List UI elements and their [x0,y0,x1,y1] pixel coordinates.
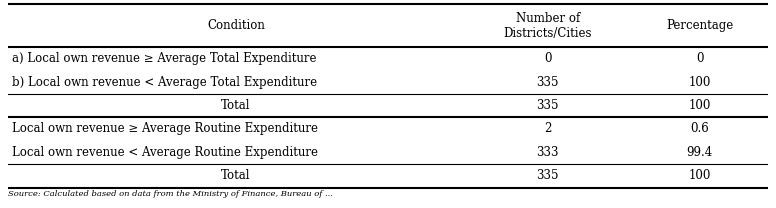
Text: Total: Total [221,99,251,112]
Text: 0: 0 [696,52,704,65]
Text: 0: 0 [544,52,552,65]
Text: 100: 100 [688,169,711,182]
Text: Total: Total [221,169,251,182]
Text: 100: 100 [688,76,711,89]
Text: Local own revenue ≥ Average Routine Expenditure: Local own revenue ≥ Average Routine Expe… [12,123,317,135]
Text: Local own revenue < Average Routine Expenditure: Local own revenue < Average Routine Expe… [12,146,317,159]
Text: 333: 333 [536,146,559,159]
Text: Source: Calculated based on data from the Ministry of Finance, Bureau of ...: Source: Calculated based on data from th… [8,190,333,198]
Text: Percentage: Percentage [666,19,733,32]
Text: Condition: Condition [207,19,265,32]
Text: a) Local own revenue ≥ Average Total Expenditure: a) Local own revenue ≥ Average Total Exp… [12,52,316,65]
Text: 0.6: 0.6 [691,123,709,135]
Text: 335: 335 [536,76,559,89]
Text: b) Local own revenue < Average Total Expenditure: b) Local own revenue < Average Total Exp… [12,76,317,89]
Text: 335: 335 [536,99,559,112]
Text: Number of
Districts/Cities: Number of Districts/Cities [504,11,592,40]
Text: 100: 100 [688,99,711,112]
Text: 335: 335 [536,169,559,182]
Text: 2: 2 [544,123,552,135]
Text: 99.4: 99.4 [687,146,713,159]
